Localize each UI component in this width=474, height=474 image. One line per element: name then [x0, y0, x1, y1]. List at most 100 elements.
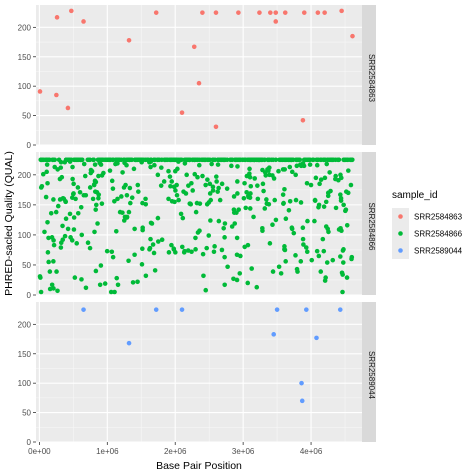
data-point: [130, 280, 136, 285]
data-point: [46, 259, 51, 265]
panel-background: [36, 152, 362, 295]
data-point: [140, 227, 145, 233]
data-point: [338, 226, 343, 231]
y-tick-label: 200: [18, 171, 32, 180]
data-point: [166, 196, 171, 202]
data-point: [135, 182, 141, 188]
data-point: [139, 262, 145, 267]
data-point: [251, 214, 256, 220]
data-point: [244, 189, 249, 195]
data-point: [282, 10, 288, 15]
data-point: [322, 10, 327, 15]
data-point: [44, 157, 50, 163]
data-point: [338, 172, 343, 178]
data-point: [304, 249, 310, 255]
data-point: [209, 161, 214, 167]
data-point: [81, 307, 86, 312]
data-point: [71, 191, 76, 196]
data-point: [260, 181, 266, 187]
data-point: [204, 245, 209, 251]
data-point: [96, 173, 101, 179]
data-point: [312, 197, 318, 203]
data-point: [53, 209, 59, 215]
data-point: [224, 157, 230, 163]
data-point: [283, 216, 289, 221]
data-point: [241, 195, 247, 201]
data-point: [115, 282, 121, 288]
data-point: [184, 172, 189, 178]
data-point: [85, 240, 91, 246]
data-point: [99, 173, 105, 178]
data-point: [79, 277, 84, 282]
y-tick-label: 50: [22, 409, 31, 418]
data-point: [338, 195, 344, 201]
data-point: [344, 275, 350, 280]
data-point: [38, 289, 44, 295]
data-point: [333, 176, 338, 182]
legend-entry-label: SRR2584863: [414, 213, 463, 222]
data-point: [174, 192, 180, 198]
data-point: [255, 183, 260, 188]
data-point: [335, 157, 341, 163]
data-point: [222, 282, 227, 288]
data-point: [322, 175, 328, 181]
data-point: [289, 157, 294, 163]
data-point: [222, 254, 227, 260]
facet-strip-label: SRR2584863: [367, 54, 376, 103]
data-point: [231, 210, 237, 215]
data-point: [229, 224, 235, 229]
data-point: [181, 189, 186, 194]
data-point: [248, 191, 253, 196]
data-point: [55, 167, 60, 172]
data-point: [293, 197, 299, 203]
data-point: [206, 233, 212, 238]
data-point: [293, 172, 298, 178]
data-point: [213, 10, 219, 15]
data-point: [245, 280, 251, 286]
data-point: [73, 196, 78, 202]
data-point: [207, 181, 213, 187]
data-point: [79, 232, 85, 238]
data-point: [75, 210, 81, 216]
data-point: [203, 182, 208, 188]
data-point: [210, 157, 216, 163]
data-point: [99, 201, 105, 206]
data-point: [215, 157, 221, 163]
data-point: [339, 8, 344, 14]
data-point: [247, 206, 253, 211]
data-point: [203, 287, 209, 293]
data-point: [276, 168, 281, 174]
data-point: [55, 288, 60, 294]
data-point: [260, 167, 265, 173]
data-point: [47, 286, 53, 292]
data-point: [147, 159, 152, 165]
data-point: [257, 10, 262, 15]
data-point: [115, 161, 120, 166]
data-point: [270, 222, 275, 228]
data-point: [193, 247, 198, 252]
data-point: [112, 289, 117, 295]
data-point: [323, 199, 329, 205]
data-point: [255, 196, 261, 202]
data-point: [97, 282, 103, 288]
data-point: [129, 195, 135, 200]
data-point: [221, 226, 226, 231]
data-point: [131, 166, 137, 172]
data-point: [323, 275, 328, 280]
data-point: [90, 196, 96, 202]
facet-strip: [362, 5, 376, 145]
data-point: [234, 235, 240, 241]
data-point: [135, 279, 140, 285]
data-point: [235, 179, 240, 184]
data-point: [261, 188, 266, 194]
data-point: [173, 188, 178, 193]
data-point: [208, 218, 213, 223]
data-point: [69, 238, 75, 243]
data-point: [215, 189, 220, 194]
data-point: [277, 157, 282, 163]
data-point: [280, 167, 286, 172]
data-point: [118, 157, 124, 163]
data-point: [266, 201, 272, 207]
data-point: [48, 210, 54, 216]
